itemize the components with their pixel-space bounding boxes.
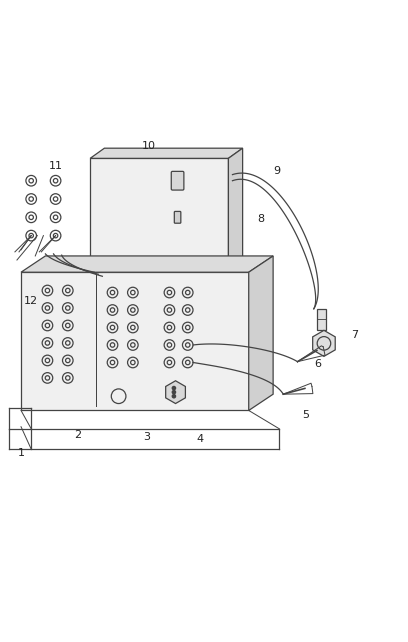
Polygon shape	[166, 381, 185, 404]
Circle shape	[172, 390, 175, 394]
Polygon shape	[90, 159, 228, 281]
Text: 5: 5	[302, 410, 309, 419]
Text: 7: 7	[351, 330, 358, 340]
Text: 12: 12	[24, 296, 38, 306]
Polygon shape	[21, 272, 249, 410]
Text: 3: 3	[144, 432, 151, 442]
Text: 9: 9	[274, 166, 281, 175]
FancyBboxPatch shape	[171, 171, 184, 190]
Polygon shape	[313, 331, 335, 356]
Polygon shape	[90, 148, 243, 159]
Polygon shape	[21, 256, 273, 272]
Text: 10: 10	[142, 141, 156, 151]
Text: 4: 4	[196, 434, 204, 444]
Text: 8: 8	[257, 214, 264, 224]
FancyBboxPatch shape	[174, 211, 181, 223]
Polygon shape	[317, 309, 326, 330]
Polygon shape	[228, 148, 243, 281]
Text: 11: 11	[49, 162, 62, 171]
Text: 6: 6	[314, 359, 322, 369]
Circle shape	[172, 395, 175, 398]
Polygon shape	[249, 256, 273, 410]
Text: 1: 1	[18, 448, 24, 458]
Text: 2: 2	[74, 430, 82, 440]
Circle shape	[172, 386, 175, 390]
